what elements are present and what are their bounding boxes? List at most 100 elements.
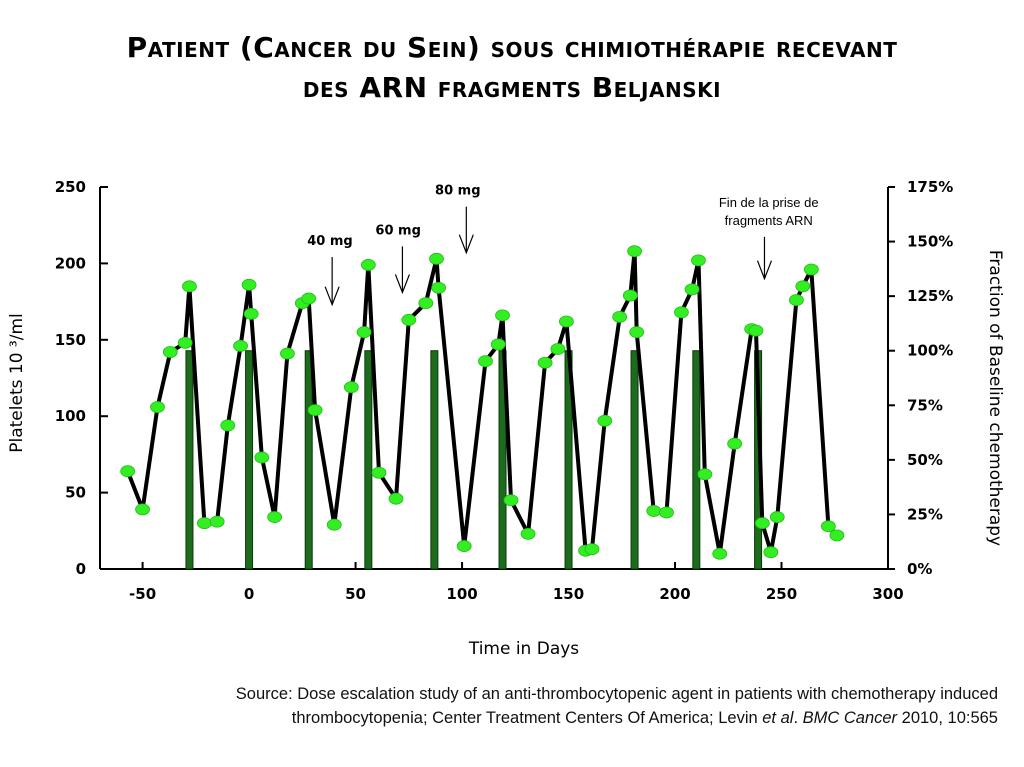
platelet-point xyxy=(431,281,447,294)
chart-annotations: 40 mg 60 mg 80 mg Fin de la prise de fragmen… xyxy=(307,184,819,307)
source-line-2: thrombocytopenia; Center Treatment Cente… xyxy=(60,706,998,730)
platelet-point xyxy=(684,283,700,296)
platelet-point xyxy=(597,414,613,427)
platelet-point xyxy=(429,252,444,265)
platelet-point xyxy=(267,511,283,523)
y-tick-label: 0 xyxy=(76,560,86,578)
y2-tick-label: 150% xyxy=(907,233,953,251)
platelet-point xyxy=(356,326,372,339)
platelet-point xyxy=(307,404,323,416)
platelet-point xyxy=(763,546,779,559)
platelet-point xyxy=(659,506,674,519)
platelet-point xyxy=(727,437,743,450)
y2-tick-label: 100% xyxy=(907,342,953,360)
platelet-point xyxy=(388,492,404,505)
platelet-point xyxy=(629,326,645,339)
platelet-point xyxy=(241,278,257,291)
source-citation: Source: Dose escalation study of an anti… xyxy=(60,682,998,730)
chemo-bar xyxy=(430,350,439,570)
chart-points xyxy=(120,245,845,560)
chart-axes: 0 50 100 150 200 250 0% 25% 50% 75% 100% 125% 150% 17… xyxy=(55,178,954,603)
platelet-point xyxy=(135,503,150,516)
platelet-point xyxy=(280,347,295,360)
platelet-point xyxy=(627,245,642,258)
platelet-point xyxy=(456,540,472,552)
y2-tick-label: 75% xyxy=(907,396,943,414)
platelet-point xyxy=(360,259,376,271)
chart-line-layer xyxy=(125,249,839,556)
x-tick-label: 100 xyxy=(446,585,477,603)
annotation-arrow-head xyxy=(394,274,410,295)
x-axis-title: Time in Days xyxy=(468,639,579,659)
source-line-2-e: 2010, 10:565 xyxy=(897,709,998,727)
y2-tick-label: 125% xyxy=(907,287,953,305)
annotation-arrow-head xyxy=(324,286,340,307)
platelet-point xyxy=(401,314,417,326)
platelet-point xyxy=(418,297,434,310)
y-tick-label: 200 xyxy=(55,254,86,272)
platelet-point xyxy=(233,340,248,352)
annotation-label: 60 mg xyxy=(375,223,420,238)
platelet-point xyxy=(584,543,600,556)
chemo-bar xyxy=(185,350,194,570)
x-tick-label: 200 xyxy=(659,585,690,603)
platelet-point xyxy=(697,468,713,481)
chart-title-line-1: Patient (Cancer du Sein) sous chimiothér… xyxy=(126,31,898,64)
platelet-point xyxy=(789,294,804,306)
platelet-point xyxy=(371,466,387,479)
platelet-point xyxy=(748,324,764,337)
platelet-point xyxy=(503,494,519,507)
source-line-2-b: et al xyxy=(762,709,794,727)
x-tick-label: 0 xyxy=(244,585,254,603)
chart-axis-labels: Time in Days Platelets 10 ³/ml Fraction of… xyxy=(7,250,1005,659)
platelet-point xyxy=(803,263,819,276)
platelet-point xyxy=(254,451,270,464)
annotation-arrow-head xyxy=(458,234,474,255)
platelet-point xyxy=(754,517,770,530)
platelet-point xyxy=(182,280,197,293)
platelet-point xyxy=(537,356,553,369)
platelet-point xyxy=(646,505,662,517)
platelet-point xyxy=(795,280,811,293)
annotation-label: 80 mg xyxy=(435,184,480,199)
y2-tick-label: 0% xyxy=(907,560,932,578)
chemo-bar xyxy=(364,350,373,570)
x-tick-label: 250 xyxy=(766,585,797,603)
chart-title: Patient (Cancer du Sein) sous chimiothér… xyxy=(40,28,984,108)
chart-title-line-2: des ARN fragments Beljanski xyxy=(302,71,722,104)
platelet-point xyxy=(712,547,728,560)
chemo-bar xyxy=(692,350,701,570)
y-tick-label: 150 xyxy=(55,331,86,349)
platelet-point xyxy=(820,520,836,533)
annotation-label: fragments ARN xyxy=(725,213,813,228)
annotation-arrow-head xyxy=(756,260,773,281)
platelet-point xyxy=(209,515,225,528)
y-tick-label: 250 xyxy=(55,178,86,196)
platelet-point xyxy=(162,346,178,358)
source-line-1: Source: Dose escalation study of an anti… xyxy=(235,685,998,703)
y-tick-label: 50 xyxy=(65,484,86,502)
x-tick-label: 150 xyxy=(553,585,584,603)
platelet-point xyxy=(622,289,638,302)
chart-plot: 0 50 100 150 200 250 0% 25% 50% 75% 100% 125% 150% 17… xyxy=(7,178,1005,659)
platelet-point xyxy=(520,527,536,540)
platelet-point xyxy=(495,309,510,322)
y2-axis-title: Fraction of Baseline chemotherapy xyxy=(985,250,1005,546)
source-line-2-c: . xyxy=(793,709,803,727)
x-tick-label: -50 xyxy=(129,585,156,603)
platelet-series-line xyxy=(125,249,839,556)
source-line-2-a: thrombocytopenia; Center Treatment Cente… xyxy=(291,709,763,727)
y2-tick-label: 50% xyxy=(907,451,943,469)
platelet-point xyxy=(550,343,566,355)
platelet-point xyxy=(343,381,359,394)
platelet-point xyxy=(326,518,342,531)
platelet-point xyxy=(612,310,628,323)
y-tick-label: 100 xyxy=(55,407,86,425)
y-axis-title: Platelets 10 ³/ml xyxy=(7,313,27,453)
annotation-label: Fin de la prise de xyxy=(719,195,819,210)
annotation-label: 40 mg xyxy=(307,234,352,249)
platelet-point xyxy=(769,511,785,523)
platelet-point xyxy=(559,315,574,328)
platelet-point xyxy=(243,307,259,320)
platelet-point xyxy=(674,306,689,319)
